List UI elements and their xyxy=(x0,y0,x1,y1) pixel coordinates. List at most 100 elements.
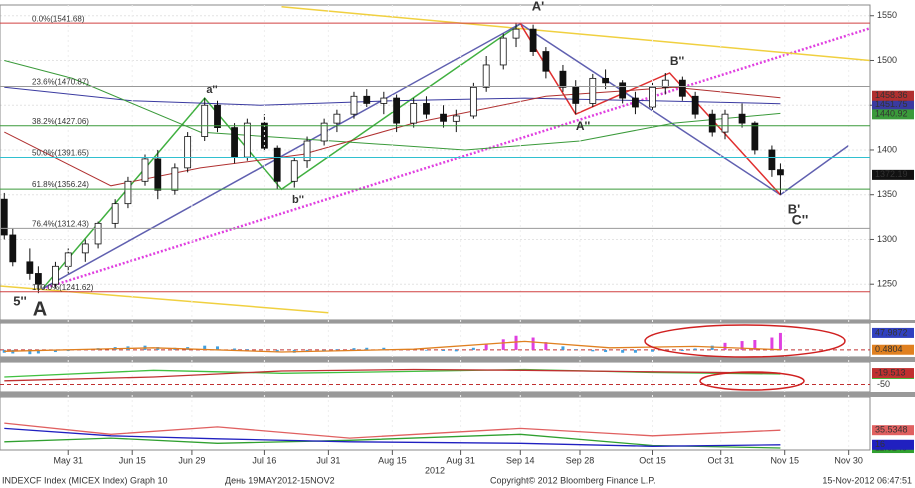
y-tick-label: 1400 xyxy=(877,144,897,154)
highlight-ellipse xyxy=(644,324,846,358)
candle-body xyxy=(380,97,388,104)
wave-label: b'' xyxy=(292,194,304,206)
footer-time: 15-Nov-2012 06:47:51 xyxy=(822,475,912,485)
indicator-line xyxy=(4,368,781,382)
histogram-bar xyxy=(245,349,249,350)
y-tick-label: 1550 xyxy=(877,10,897,20)
x-tick-label: Sep 14 xyxy=(506,455,535,465)
candle-body xyxy=(482,64,490,88)
histogram-bar xyxy=(471,347,475,350)
x-tick-label: Oct 15 xyxy=(639,455,666,465)
candle-body xyxy=(751,122,759,151)
histogram-bar xyxy=(633,349,637,353)
fib-label: 23.6%(1470.87) xyxy=(32,78,89,87)
y-tick-label: 1300 xyxy=(877,234,897,244)
last-value-box xyxy=(872,439,914,450)
last-value-label: -19.513 xyxy=(875,367,906,377)
indicator-line xyxy=(4,368,781,378)
candle-body xyxy=(602,77,609,84)
candle-body xyxy=(201,104,209,137)
y-tick-label: 1500 xyxy=(877,55,897,65)
candle-body xyxy=(52,265,59,285)
wave-label: a'' xyxy=(206,84,218,96)
histogram-bar xyxy=(544,342,548,350)
last-value-label: 35.5348 xyxy=(875,425,908,435)
x-tick-label: Sep 28 xyxy=(566,455,595,465)
candle-body xyxy=(363,95,371,104)
candle-body xyxy=(393,97,401,124)
candle-body xyxy=(26,261,34,274)
histogram-bar xyxy=(36,349,40,354)
histogram-bar xyxy=(442,349,446,351)
highlight-ellipse xyxy=(699,371,805,391)
fib-label: 100.0%(1241.62) xyxy=(32,283,94,292)
histogram-bar xyxy=(531,337,535,350)
candle-body xyxy=(512,28,520,39)
x-tick-label: Jul 31 xyxy=(316,455,340,465)
last-value-label: 47.9872 xyxy=(875,327,908,337)
histogram-bar xyxy=(621,349,625,353)
indicator-line xyxy=(4,422,781,439)
x-tick-label: Nov 15 xyxy=(770,455,799,465)
wave-label: 5'' xyxy=(13,293,26,308)
candle-body xyxy=(303,140,311,162)
histogram-bar xyxy=(514,335,518,350)
histogram-bar xyxy=(604,349,608,353)
candle-body xyxy=(708,113,716,133)
candle-body xyxy=(243,122,251,158)
wave-label: A xyxy=(33,298,47,320)
histogram-bar xyxy=(203,345,207,350)
histogram-bar xyxy=(305,349,309,352)
histogram-bar xyxy=(501,339,505,350)
last-value-box xyxy=(872,109,914,120)
last-value-box xyxy=(872,425,914,436)
trendline xyxy=(42,23,521,290)
candle-body xyxy=(632,97,639,108)
footer-copyright: Copyright© 2012 Bloomberg Finance L.P. xyxy=(490,475,656,485)
last-value-label: 1440.92 xyxy=(875,109,908,119)
panel-separator xyxy=(0,392,915,397)
histogram-bar xyxy=(322,349,326,351)
last-value-box xyxy=(872,90,914,101)
candle-body xyxy=(9,234,17,263)
wave-label: C'' xyxy=(792,212,809,228)
candle-body xyxy=(768,149,776,171)
wave-label: B' xyxy=(788,201,800,216)
indicator-line xyxy=(4,433,781,449)
histogram-bar xyxy=(591,349,595,352)
candle-body xyxy=(34,273,42,285)
candle-body xyxy=(333,113,341,124)
panel-separator xyxy=(0,357,915,362)
histogram-bar xyxy=(484,343,488,350)
histogram-bar xyxy=(216,346,219,350)
histogram-bar xyxy=(335,349,339,350)
histogram-bar xyxy=(424,349,428,351)
candle-body xyxy=(64,252,72,267)
wave-label: B'' xyxy=(670,54,685,68)
x-tick-label: Aug 15 xyxy=(378,455,407,465)
indicator-line xyxy=(4,427,781,447)
last-value-label: 16 xyxy=(875,439,885,449)
last-value-label: 0.4804 xyxy=(875,344,903,354)
candle-body xyxy=(661,79,669,88)
candle-body xyxy=(572,86,580,104)
candle-body xyxy=(529,28,537,52)
histogram-bar xyxy=(28,349,32,355)
x-axis-year: 2012 xyxy=(425,465,445,475)
candle-body xyxy=(469,86,477,117)
histogram-bar xyxy=(710,345,714,350)
candle-body xyxy=(678,79,686,97)
last-value-box xyxy=(872,169,914,180)
candle-body xyxy=(154,158,162,191)
histogram-bar xyxy=(275,349,279,353)
histogram-bar xyxy=(770,337,774,350)
footer-left: INDEXCF Index (MICEX Index) Graph 10 xyxy=(2,475,168,485)
x-tick-label: Oct 31 xyxy=(707,455,734,465)
trendline xyxy=(42,22,850,290)
x-tick-label: Nov 30 xyxy=(834,455,863,465)
candle-body xyxy=(350,95,358,115)
x-tick-label: Jun 15 xyxy=(119,455,146,465)
candle-body xyxy=(171,167,179,191)
candle-body xyxy=(619,82,627,99)
